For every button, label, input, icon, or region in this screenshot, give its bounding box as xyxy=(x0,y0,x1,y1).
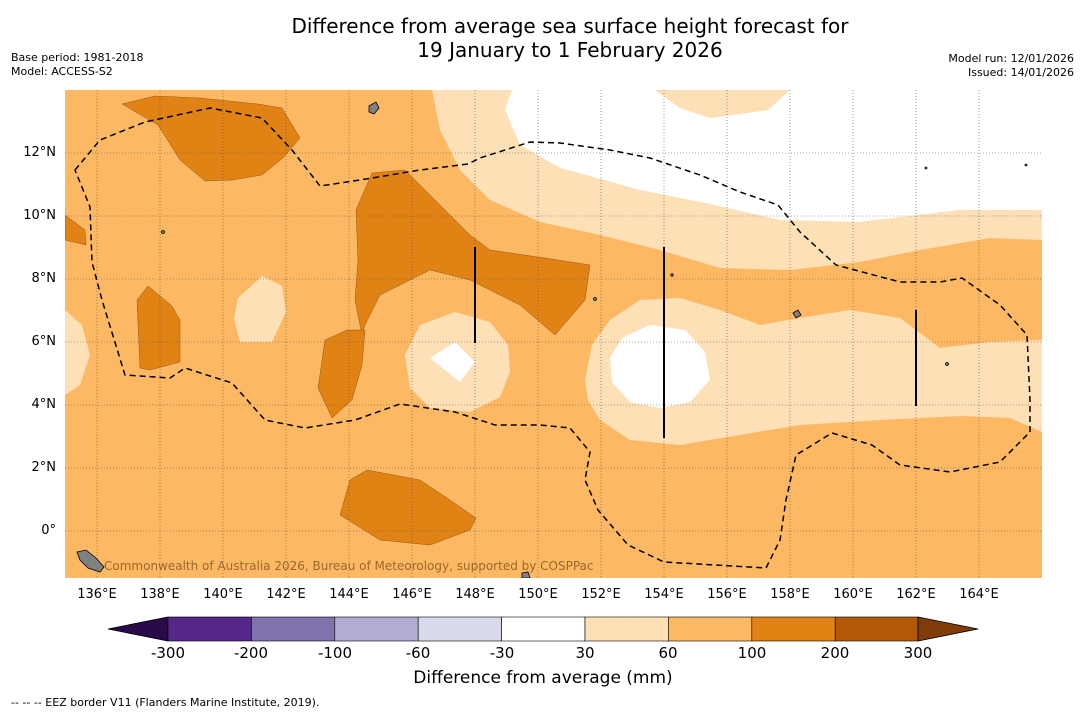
lon-label-162e: 162°E xyxy=(896,587,936,602)
island-dot-3 xyxy=(670,273,674,277)
base-period-text: Base period: 1981-2018 xyxy=(11,51,144,64)
lat-label-10n: 10°N xyxy=(23,208,56,223)
island-north xyxy=(368,101,380,115)
lon-label-146e: 146°E xyxy=(392,587,432,602)
contour-below-30-east xyxy=(610,325,710,408)
colorbar-segment-5 xyxy=(501,616,586,642)
forecast-markers xyxy=(474,247,917,438)
lon-label-140e: 140°E xyxy=(203,587,243,602)
island-png-coast xyxy=(76,549,105,573)
map-title-line1: Difference from average sea surface heig… xyxy=(291,14,849,38)
lat-label-2n: 2°N xyxy=(31,460,57,475)
island-dot-4 xyxy=(945,362,949,366)
colorbar-segment-1 xyxy=(167,616,252,642)
colorbar-tick-minus300: -300 xyxy=(150,644,186,662)
contour-100-200-south xyxy=(339,469,477,546)
contour-below-30-north xyxy=(505,90,1042,222)
lat-label-0: 0° xyxy=(41,523,56,538)
lon-label-164e: 164°E xyxy=(959,587,999,602)
colorbar-title: Difference from average (mm) xyxy=(413,668,673,688)
contour-100-200-left-patch xyxy=(136,285,181,371)
lon-label-152e: 152°E xyxy=(581,587,621,602)
colorbar-segment-2 xyxy=(251,616,336,642)
colorbar-segment-8 xyxy=(751,616,836,642)
colorbar-tick-300: 300 xyxy=(903,644,933,662)
meta-right: Model run: 12/01/2026 Issued: 14/01/2026 xyxy=(948,52,1074,80)
lon-label-148e: 148°E xyxy=(455,587,495,602)
colorbar-extend-right xyxy=(917,616,979,642)
colorbar-segment-4 xyxy=(417,616,502,642)
colorbar-tick-100: 100 xyxy=(737,644,767,662)
contour-30-60-top-right xyxy=(655,90,790,118)
map-title: Difference from average sea surface heig… xyxy=(0,14,1085,62)
map-title-line2: 19 January to 1 February 2026 xyxy=(417,38,723,62)
colorbar-segment-6 xyxy=(584,616,669,642)
lat-label-6n: 6°N xyxy=(31,334,57,349)
lat-label-12n: 12°N xyxy=(23,145,56,160)
model-run-text: Model run: 12/01/2026 xyxy=(948,52,1074,65)
lat-label-8n: 8°N xyxy=(31,271,57,286)
contour-100-200-group xyxy=(65,95,591,546)
eez-footnote: -- -- -- EEZ border V11 (Flanders Marine… xyxy=(11,696,320,709)
lon-label-136e: 136°E xyxy=(77,587,117,602)
colorbar-tick-30: 30 xyxy=(575,644,595,662)
lon-label-156e: 156°E xyxy=(707,587,747,602)
island-south-small xyxy=(521,571,531,578)
contour-30-60-west-edge xyxy=(65,310,90,395)
colorbar-segment-7 xyxy=(668,616,753,642)
map-plot-area xyxy=(65,90,1042,578)
contour-100-200-central-north xyxy=(354,169,591,336)
island-dot-5 xyxy=(1024,163,1028,167)
meta-left: Base period: 1981-2018 Model: ACCESS-S2 xyxy=(11,51,143,79)
lon-label-142e: 142°E xyxy=(266,587,306,602)
colorbar-extend-left xyxy=(107,616,169,642)
lon-label-138e: 138°E xyxy=(140,587,180,602)
island-dot-6 xyxy=(924,166,928,170)
lon-label-160e: 160°E xyxy=(833,587,873,602)
colorbar-tick-minus60: -60 xyxy=(405,644,431,662)
colorbar-segment-3 xyxy=(334,616,419,642)
colorbar-tick-200: 200 xyxy=(820,644,850,662)
contour-below-30-center xyxy=(430,342,475,382)
colorbar-tick-minus200: -200 xyxy=(233,644,269,662)
land-islands xyxy=(76,101,1028,578)
lon-label-154e: 154°E xyxy=(644,587,684,602)
contour-30-60-west-patch xyxy=(234,276,286,342)
model-text: Model: ACCESS-S2 xyxy=(11,65,113,78)
lon-label-144e: 144°E xyxy=(329,587,369,602)
contour-100-200-central-west xyxy=(317,329,366,419)
island-dot-1 xyxy=(161,230,165,234)
colorbar-tick-60: 60 xyxy=(658,644,678,662)
eez-border-line xyxy=(74,107,1031,569)
colorbar-tick-minus100: -100 xyxy=(317,644,353,662)
lon-label-158e: 158°E xyxy=(770,587,810,602)
colorbar-tick-minus30: -30 xyxy=(489,644,515,662)
island-pohnpei xyxy=(792,309,802,319)
map-gridlines xyxy=(65,90,1042,578)
lat-label-4n: 4°N xyxy=(31,397,57,412)
copyright-watermark: Commonwealth of Australia 2026, Bureau o… xyxy=(104,559,594,573)
issued-text: Issued: 14/01/2026 xyxy=(967,66,1074,79)
contour-30-60-north xyxy=(432,90,1042,270)
island-dot-2 xyxy=(593,297,597,301)
contour-30-60-east xyxy=(585,298,1042,445)
colorbar xyxy=(107,616,979,642)
contour-100-200-left-edge xyxy=(65,214,87,246)
lon-label-150e: 150°E xyxy=(518,587,558,602)
colorbar-segment-9 xyxy=(834,616,919,642)
